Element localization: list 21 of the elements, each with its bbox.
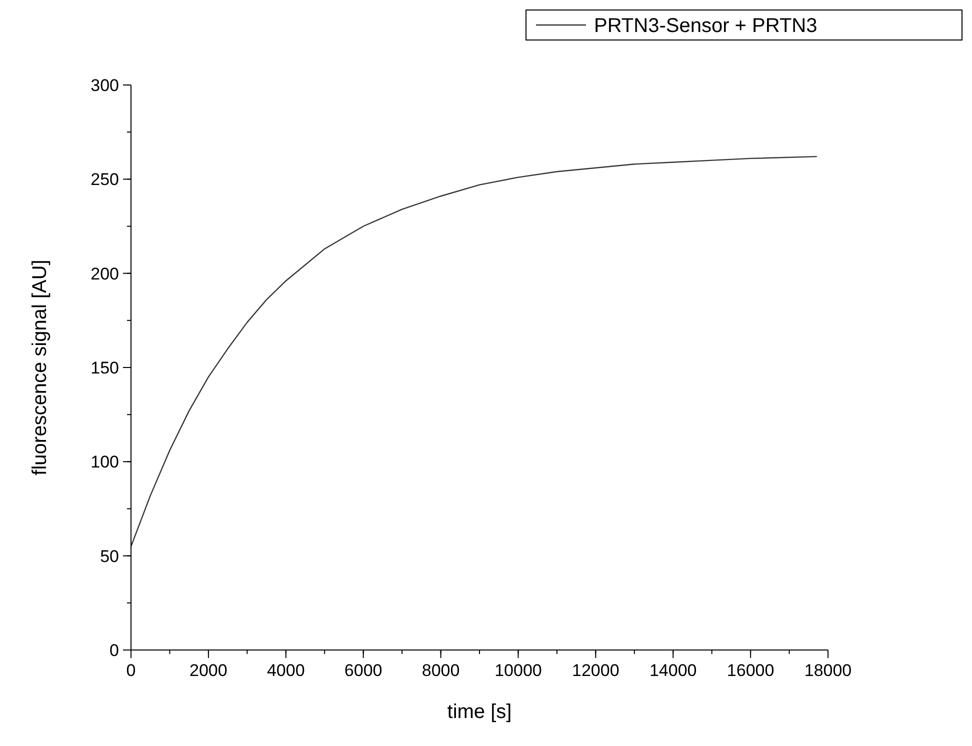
x-tick-label: 8000: [422, 661, 460, 680]
y-axis-title: fluorescence signal [AU]: [29, 260, 51, 476]
x-tick-label: 6000: [344, 661, 382, 680]
y-tick-label: 250: [90, 170, 119, 190]
x-axis-title: time [s]: [447, 701, 512, 723]
x-tick-label: 14000: [649, 661, 697, 680]
y-tick-label: 150: [90, 358, 119, 378]
y-tick-label: 50: [100, 546, 119, 566]
y-tick-label: 200: [90, 264, 119, 284]
y-tick-label: 100: [90, 452, 119, 472]
line-series: [130, 156, 817, 548]
x-tick-label: 2000: [190, 661, 228, 680]
legend-label: PRTN3-Sensor + PRTN3: [594, 15, 818, 37]
x-tick-label: 12000: [572, 661, 620, 680]
x-tick-label: 0: [126, 661, 136, 680]
y-tick-label: 300: [90, 76, 119, 95]
x-tick-label: 10000: [494, 661, 542, 680]
x-tick-label: 18000: [804, 661, 852, 680]
x-tick-label: 4000: [266, 661, 305, 680]
y-tick-label: 0: [110, 641, 119, 660]
x-tick-label: 16000: [726, 661, 774, 680]
